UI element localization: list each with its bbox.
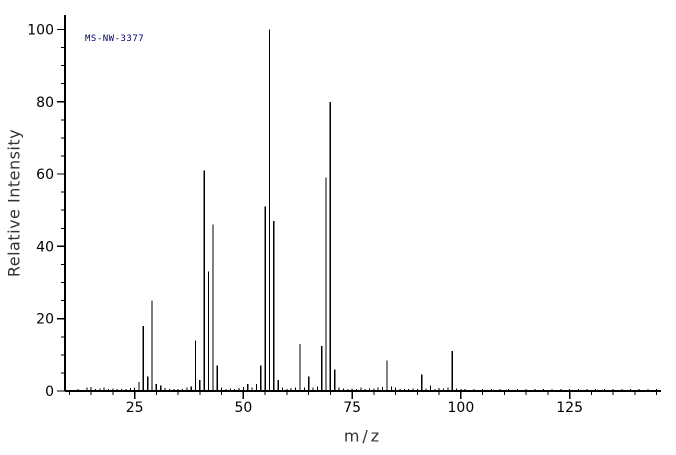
y-axis-tick-label: 80 (36, 95, 54, 111)
y-axis-tick-label: 0 (45, 384, 54, 400)
x-axis-tick-label: 125 (556, 400, 583, 416)
y-axis-title: Relative Intensity (4, 128, 24, 278)
y-axis-tick-label: 100 (27, 22, 54, 38)
y-axis-tick-label: 20 (36, 312, 54, 328)
x-axis-title: m/z (343, 426, 383, 446)
spectrum-id-label: MS-NW-3377 (85, 34, 145, 44)
y-axis-tick-label: 40 (36, 239, 54, 255)
y-axis-tick-label: 60 (36, 167, 54, 183)
x-axis-tick-label: 75 (343, 400, 361, 416)
x-axis-tick-label: 100 (448, 400, 475, 416)
x-axis-tick-label: 25 (126, 400, 144, 416)
x-axis-tick-label: 50 (234, 400, 252, 416)
